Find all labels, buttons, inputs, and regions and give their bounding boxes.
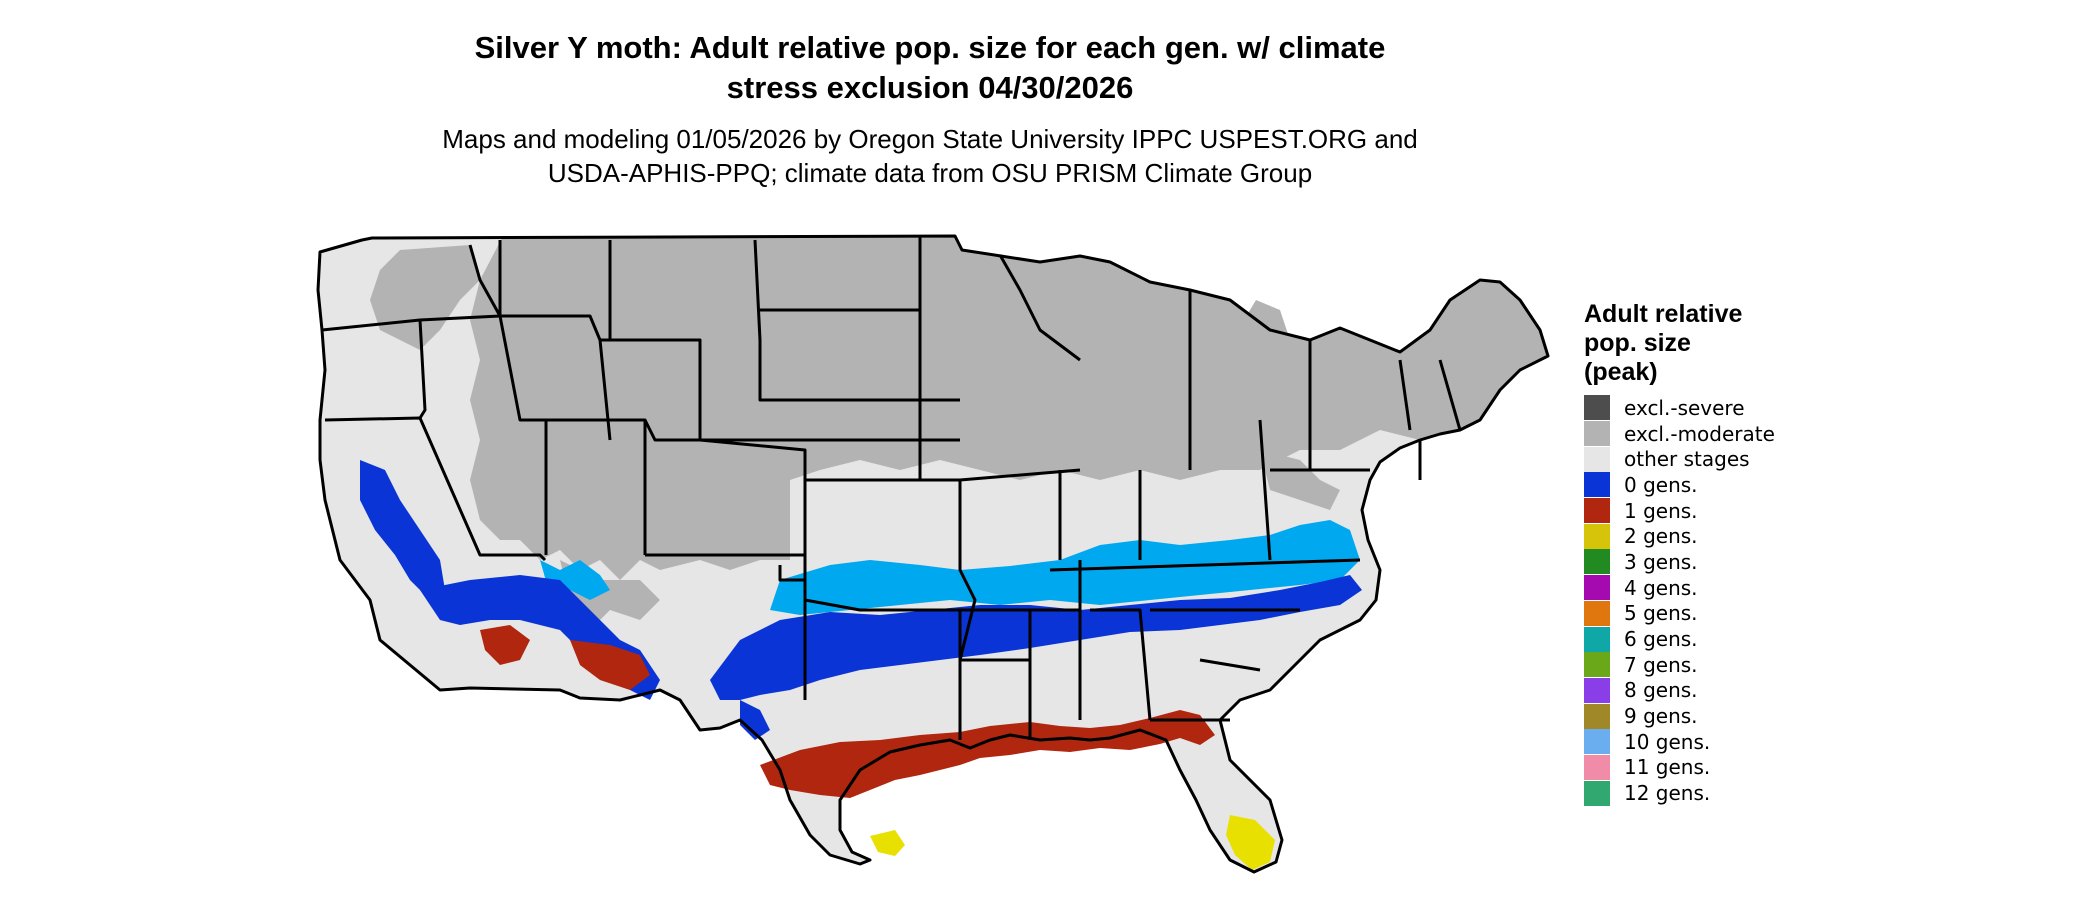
- legend-item: 8 gens.: [1584, 677, 1884, 704]
- title-line-2: stress exclusion 04/30/2026: [726, 70, 1134, 105]
- legend-swatch: [1584, 395, 1610, 421]
- map-subtitle: Maps and modeling 01/05/2026 by Oregon S…: [400, 122, 1460, 190]
- legend-label: 8 gens.: [1624, 678, 1698, 703]
- legend-label: 12 gens.: [1624, 781, 1711, 806]
- title-line-1: Silver Y moth: Adult relative pop. size …: [474, 30, 1386, 65]
- subtitle-line-1: Maps and modeling 01/05/2026 by Oregon S…: [442, 124, 1418, 154]
- legend-label: 2 gens.: [1624, 524, 1698, 549]
- legend-label: 0 gens.: [1624, 472, 1698, 497]
- map-title: Silver Y moth: Adult relative pop. size …: [420, 28, 1440, 108]
- legend-label: excl.-severe: [1624, 395, 1745, 420]
- legend-item: excl.-severe: [1584, 395, 1884, 421]
- legend-item: 9 gens.: [1584, 703, 1884, 729]
- legend-item: 1 gens.: [1584, 498, 1884, 524]
- legend-item: 6 gens.: [1584, 626, 1884, 652]
- legend-title-line-1: Adult relative: [1584, 300, 1743, 328]
- legend-item: 3 gens.: [1584, 549, 1884, 575]
- legend-swatch: [1584, 549, 1610, 575]
- legend-swatch: [1584, 575, 1610, 601]
- legend-label: 7 gens.: [1624, 652, 1698, 677]
- us-map: [316, 234, 1550, 874]
- legend-item: 10 gens.: [1584, 729, 1884, 755]
- two-gens-zone: [870, 815, 1275, 870]
- legend-label: 10 gens.: [1624, 729, 1711, 754]
- legend-swatch: [1584, 523, 1610, 549]
- legend-label: 9 gens.: [1624, 704, 1698, 729]
- legend-label: excl.-moderate: [1624, 421, 1775, 446]
- legend-swatch: [1584, 446, 1610, 472]
- legend-title: Adult relative pop. size (peak): [1584, 300, 1884, 387]
- legend-label: other stages: [1624, 447, 1750, 472]
- legend-items: excl.-severe excl.-moderate other stages 0 …: [1584, 395, 1884, 806]
- legend-swatch: [1584, 626, 1610, 652]
- map-legend: Adult relative pop. size (peak) excl.-se…: [1584, 300, 1884, 806]
- legend-swatch: [1584, 472, 1610, 498]
- legend-swatch: [1584, 421, 1610, 447]
- legend-label: 6 gens.: [1624, 627, 1698, 652]
- legend-item: 12 gens.: [1584, 780, 1884, 806]
- legend-item: 0 gens.: [1584, 472, 1884, 498]
- legend-title-line-3: (peak): [1584, 358, 1658, 386]
- legend-title-line-2: pop. size: [1584, 329, 1691, 357]
- legend-swatch: [1584, 600, 1610, 626]
- state-borders: [316, 234, 1550, 874]
- zero-gens-dark-band: [360, 460, 1362, 740]
- legend-item: 7 gens.: [1584, 652, 1884, 678]
- legend-swatch: [1584, 754, 1610, 780]
- legend-swatch: [1584, 652, 1610, 678]
- subtitle-line-2: USDA-APHIS-PPQ; climate data from OSU PR…: [547, 158, 1313, 188]
- legend-swatch: [1584, 729, 1610, 755]
- legend-item: 4 gens.: [1584, 575, 1884, 601]
- legend-label: 5 gens.: [1624, 601, 1698, 626]
- legend-swatch: [1584, 677, 1610, 703]
- legend-item: 5 gens.: [1584, 600, 1884, 627]
- one-gen-band: [480, 625, 1215, 798]
- legend-item: 2 gens.: [1584, 523, 1884, 549]
- legend-swatch: [1584, 780, 1610, 806]
- legend-label: 11 gens.: [1624, 755, 1711, 780]
- legend-label: 1 gens.: [1624, 498, 1698, 523]
- legend-swatch: [1584, 703, 1610, 729]
- legend-label: 3 gens.: [1624, 549, 1698, 574]
- legend-swatch: [1584, 498, 1610, 524]
- legend-item: 11 gens.: [1584, 754, 1884, 781]
- legend-item: excl.-moderate: [1584, 421, 1884, 447]
- legend-label: 4 gens.: [1624, 575, 1698, 600]
- legend-item: other stages: [1584, 446, 1884, 472]
